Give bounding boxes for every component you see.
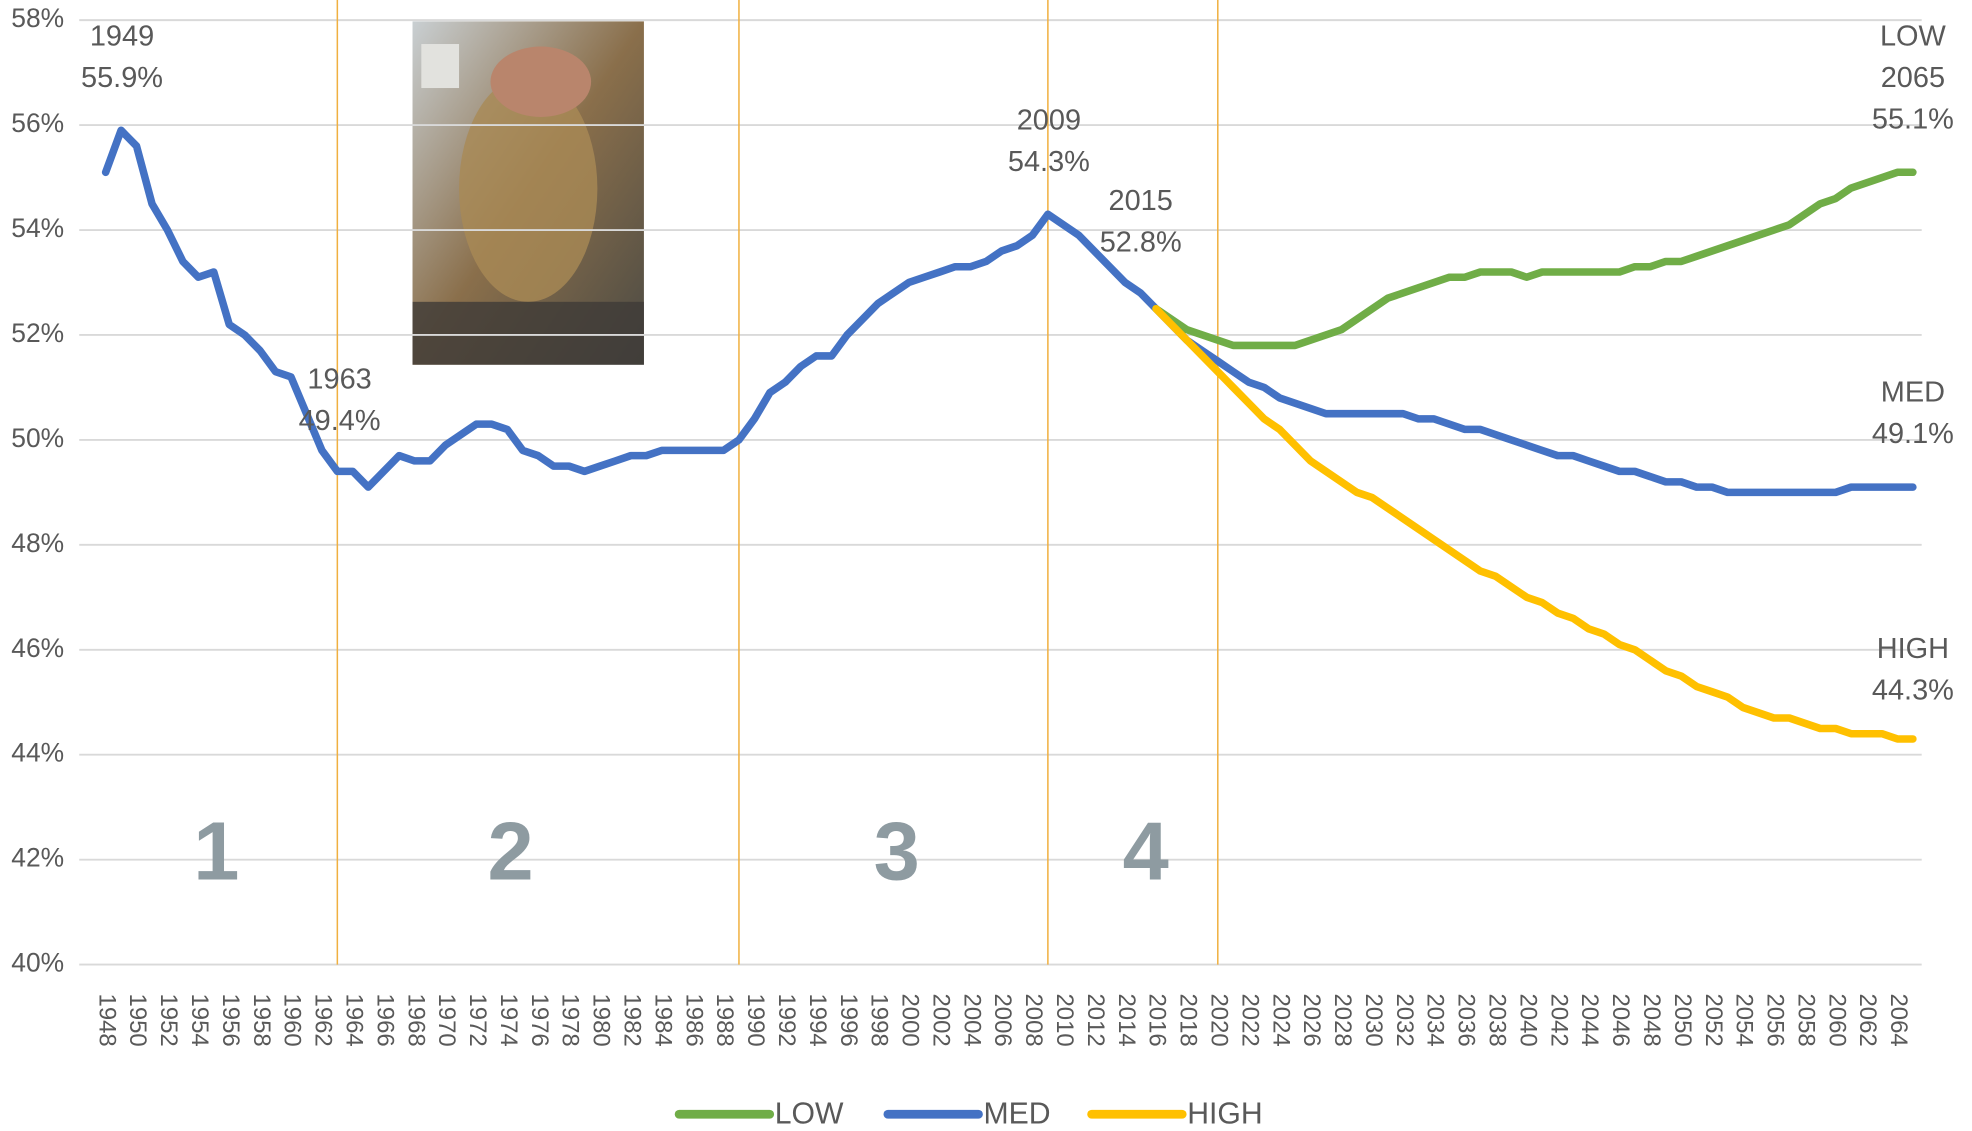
x-tick-label: 2038 — [1484, 994, 1511, 1047]
x-tick-label: 2054 — [1731, 994, 1758, 1047]
x-tick-label: 1990 — [742, 994, 769, 1047]
legend-label: MED — [983, 1097, 1050, 1130]
x-tick-label: 2064 — [1885, 994, 1912, 1047]
x-tick-label: 1970 — [433, 994, 460, 1047]
annotation: 54.3% — [1008, 146, 1090, 178]
x-tick-label: 2006 — [989, 994, 1016, 1047]
x-tick-label: 1972 — [464, 994, 491, 1047]
x-tick-label: 1960 — [279, 994, 306, 1047]
x-tick-label: 1974 — [495, 994, 522, 1047]
x-tick-label: 2060 — [1823, 994, 1850, 1047]
x-tick-label: 2002 — [927, 994, 954, 1047]
x-tick-label: 1982 — [619, 994, 646, 1047]
x-tick-label: 2024 — [1267, 994, 1294, 1047]
x-tick-label: 2048 — [1638, 994, 1665, 1047]
x-tick-label: 2010 — [1051, 994, 1078, 1047]
annotation: 2009 — [1017, 105, 1081, 137]
x-tick-label: 2058 — [1792, 994, 1819, 1047]
annotation: 49.4% — [299, 405, 381, 437]
x-tick-label: 1996 — [835, 994, 862, 1047]
x-tick-label: 1948 — [93, 994, 120, 1047]
x-tick-label: 1980 — [588, 994, 615, 1047]
x-tick-label: 1984 — [649, 994, 676, 1047]
x-tick-label: 1992 — [773, 994, 800, 1047]
period-label: 3 — [874, 805, 920, 898]
y-tick-label: 48% — [11, 528, 64, 558]
x-tick-label: 2046 — [1607, 994, 1634, 1047]
x-tick-label: 2056 — [1762, 994, 1789, 1047]
x-tick-label: 1956 — [217, 994, 244, 1047]
x-tick-label: 2016 — [1144, 994, 1171, 1047]
annotation: 1949 — [90, 20, 154, 52]
legend-label: LOW — [775, 1097, 844, 1130]
x-tick-label: 1964 — [340, 994, 367, 1047]
x-tick-label: 2032 — [1391, 994, 1418, 1047]
y-tick-label: 50% — [11, 423, 64, 453]
annotation: HIGH — [1877, 633, 1949, 665]
x-tick-label: 2018 — [1175, 994, 1202, 1047]
x-tick-label: 2050 — [1669, 994, 1696, 1047]
x-tick-label: 2022 — [1236, 994, 1263, 1047]
x-tick-label: 1962 — [310, 994, 337, 1047]
x-tick-label: 1952 — [155, 994, 182, 1047]
y-tick-label: 56% — [11, 108, 64, 138]
x-tick-label: 2008 — [1020, 994, 1047, 1047]
x-tick-label: 1976 — [526, 994, 553, 1047]
period-label: 4 — [1123, 805, 1169, 898]
annotation: 55.1% — [1872, 103, 1954, 135]
x-tick-label: 1958 — [248, 994, 275, 1047]
annotation: 55.9% — [81, 62, 163, 94]
x-tick-label: 1986 — [680, 994, 707, 1047]
x-tick-label: 2040 — [1514, 994, 1541, 1047]
x-tick-label: 2052 — [1700, 994, 1727, 1047]
y-tick-label: 58% — [11, 3, 64, 33]
x-tick-label: 2034 — [1422, 994, 1449, 1047]
annotation: MED — [1881, 376, 1945, 408]
x-tick-label: 2042 — [1545, 994, 1572, 1047]
x-tick-label: 1950 — [124, 994, 151, 1047]
y-tick-label: 54% — [11, 213, 64, 243]
x-tick-label: 2004 — [958, 994, 985, 1047]
annotation: 1963 — [307, 364, 371, 396]
x-tick-label: 1968 — [402, 994, 429, 1047]
y-tick-label: 46% — [11, 633, 64, 663]
x-tick-label: 2036 — [1453, 994, 1480, 1047]
x-tick-label: 2020 — [1205, 994, 1232, 1047]
photo — [412, 21, 644, 365]
x-tick-label: 2026 — [1298, 994, 1325, 1047]
x-tick-label: 2014 — [1113, 994, 1140, 1047]
x-tick-label: 2062 — [1854, 994, 1881, 1047]
x-tick-label: 1954 — [186, 994, 213, 1047]
y-tick-label: 42% — [11, 843, 64, 873]
x-tick-label: 1994 — [804, 994, 831, 1047]
y-tick-label: 52% — [11, 318, 64, 348]
x-tick-label: 1978 — [557, 994, 584, 1047]
x-tick-label: 2044 — [1576, 994, 1603, 1047]
period-label: 2 — [488, 805, 534, 898]
annotation: 44.3% — [1872, 674, 1954, 706]
x-tick-label: 2012 — [1082, 994, 1109, 1047]
y-tick-label: 40% — [11, 948, 64, 978]
series-line — [1152, 304, 1917, 743]
annotation: 2065 — [1881, 62, 1945, 94]
legend-label: HIGH — [1187, 1097, 1262, 1130]
x-tick-label: 2028 — [1329, 994, 1356, 1047]
series-line — [101, 126, 1917, 497]
annotation: 49.1% — [1872, 418, 1954, 450]
annotation: LOW — [1880, 20, 1947, 52]
annotation: 52.8% — [1100, 227, 1182, 259]
x-tick-label: 1966 — [371, 994, 398, 1047]
x-tick-label: 1988 — [711, 994, 738, 1047]
x-tick-label: 2000 — [897, 994, 924, 1047]
x-tick-label: 1998 — [866, 994, 893, 1047]
series-line — [1152, 168, 1917, 350]
x-tick-label: 2030 — [1360, 994, 1387, 1047]
annotation: 2015 — [1109, 185, 1173, 217]
y-tick-label: 44% — [11, 738, 64, 768]
period-label: 1 — [193, 805, 239, 898]
